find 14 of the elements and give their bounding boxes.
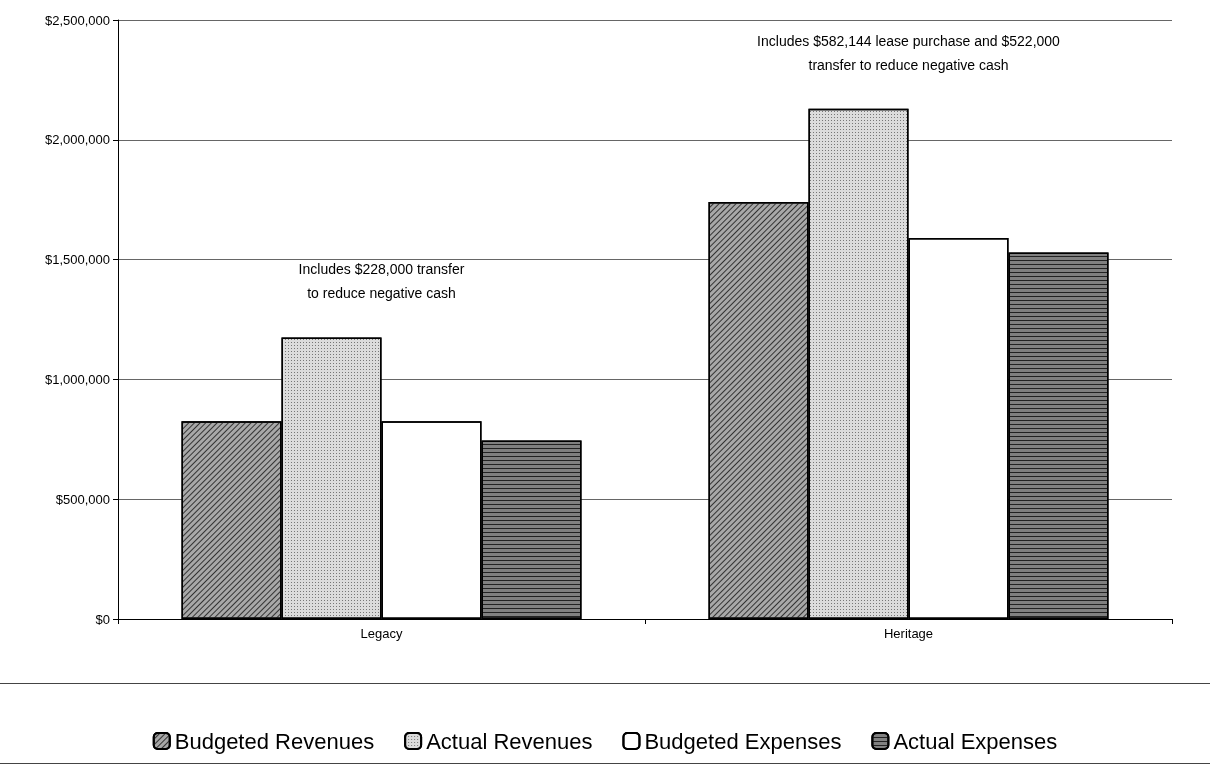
y-tick-label: $1,500,000: [44, 252, 110, 268]
annotation: Includes $582,144 lease purchase and $522,000 transfer to reduce negative cash: [757, 32, 1061, 73]
annotation: Includes $228,000 transfer to reduce negative cash: [298, 261, 465, 302]
legend-label: Budgeted Revenues: [174, 728, 375, 754]
x-tick-label: Heritage: [883, 626, 934, 641]
y-tick-label: $500,000: [55, 491, 110, 507]
legend-label: Actual Revenues: [426, 728, 593, 754]
x-tick-label: Legacy: [360, 626, 403, 641]
y-tick-label: $2,000,000: [44, 132, 110, 148]
legend-label: Budgeted Expenses: [644, 728, 842, 754]
y-tick-label: $2,500,000: [44, 12, 110, 28]
legend-label: Actual Expenses: [893, 728, 1058, 754]
y-tick-label: $0: [95, 611, 110, 627]
y-tick-label: $1,000,000: [44, 371, 110, 387]
